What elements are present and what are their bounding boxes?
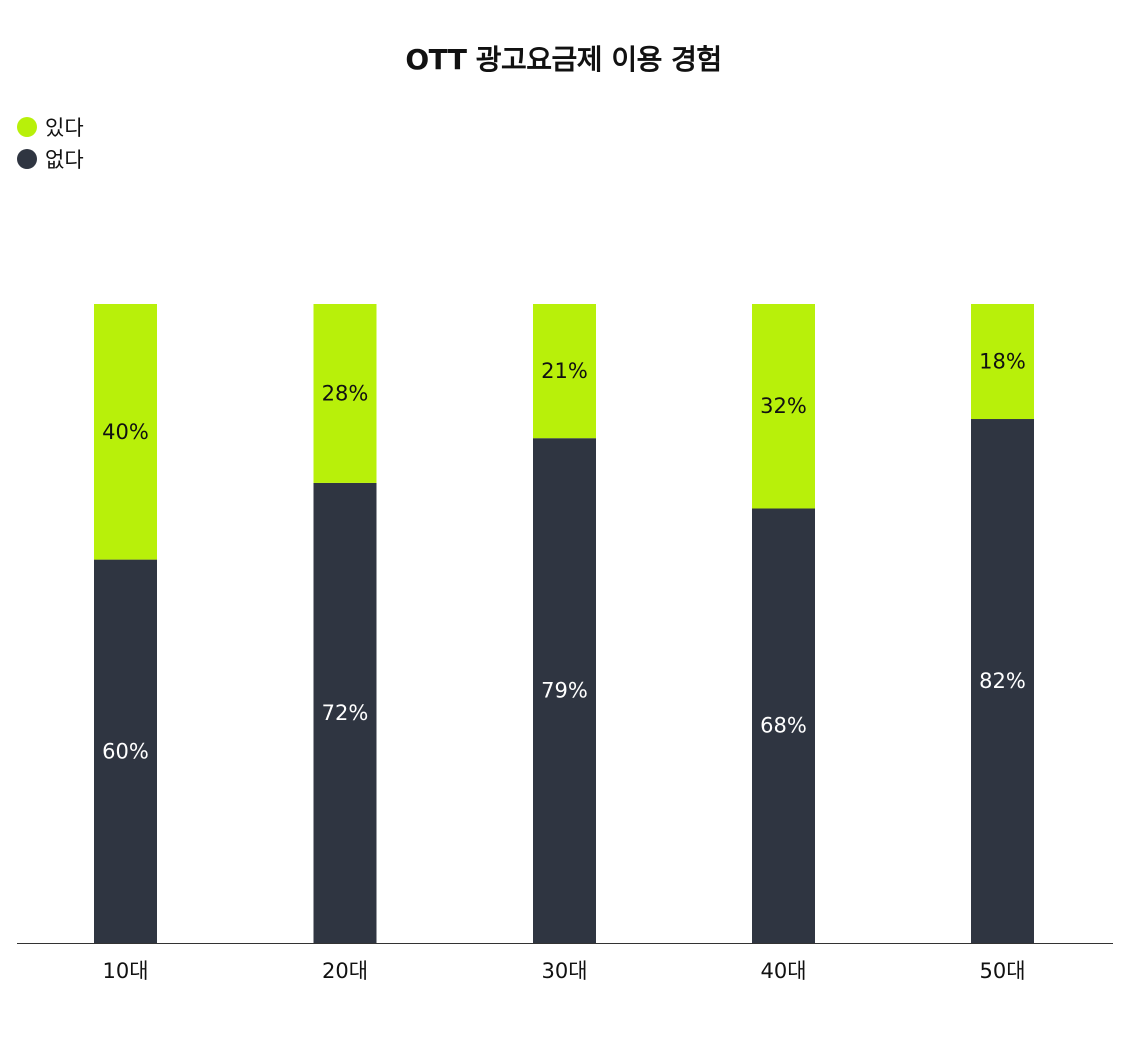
legend-swatch-yes bbox=[17, 117, 37, 137]
chart-title: OTT 광고요금제 이용 경험 bbox=[405, 43, 722, 76]
data-label-yes-4: 32% bbox=[760, 394, 807, 418]
x-tick-label-1: 10대 bbox=[102, 959, 148, 983]
data-label-no-5: 82% bbox=[979, 669, 1026, 693]
x-tick-label-2: 20대 bbox=[322, 959, 368, 983]
bar-segment-no-1 bbox=[94, 559, 157, 943]
bar-segment-no-3 bbox=[533, 438, 596, 943]
bar-segment-yes-3 bbox=[533, 304, 596, 439]
data-label-yes-3: 21% bbox=[541, 359, 588, 383]
bar-segment-no-2 bbox=[313, 482, 377, 943]
data-label-no-2: 72% bbox=[322, 701, 369, 725]
bar-segment-no-5 bbox=[971, 419, 1034, 943]
x-tick-label-3: 30대 bbox=[541, 959, 587, 983]
x-tick-label-5: 50대 bbox=[979, 959, 1025, 983]
legend-item-no: 없다 bbox=[17, 143, 84, 175]
x-tick-label-4: 40대 bbox=[760, 959, 806, 983]
bar-segment-yes-5 bbox=[971, 304, 1034, 420]
bar-segment-no-4 bbox=[752, 508, 815, 943]
data-label-yes-5: 18% bbox=[979, 350, 1026, 374]
data-label-no-3: 79% bbox=[541, 679, 588, 703]
data-label-yes-2: 28% bbox=[322, 381, 369, 405]
bar-segment-yes-2 bbox=[313, 304, 377, 483]
legend-label-yes: 있다 bbox=[45, 116, 84, 140]
legend-item-yes: 있다 bbox=[17, 111, 84, 143]
legend-label-no: 없다 bbox=[45, 148, 84, 172]
data-label-no-4: 68% bbox=[760, 714, 807, 738]
legend: 있다 없다 bbox=[17, 111, 84, 175]
bar-segment-yes-1 bbox=[94, 304, 157, 560]
legend-swatch-no bbox=[17, 149, 37, 169]
bar-segment-yes-4 bbox=[752, 304, 815, 509]
data-label-no-1: 60% bbox=[102, 739, 149, 763]
data-label-yes-1: 40% bbox=[102, 420, 149, 444]
